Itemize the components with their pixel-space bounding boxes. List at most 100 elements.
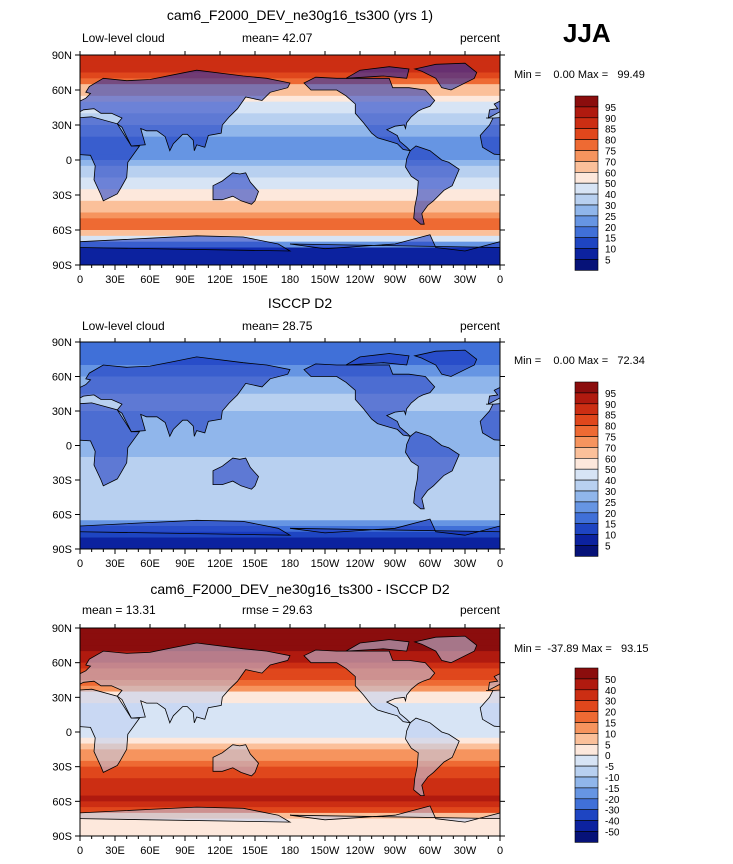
- continent-outline: [487, 673, 500, 692]
- zonal-band: [80, 726, 500, 733]
- panel-units-label: percent: [460, 31, 501, 45]
- zonal-band: [80, 177, 500, 184]
- zonal-band: [80, 824, 500, 831]
- zonal-band: [80, 160, 500, 167]
- zonal-band: [80, 218, 500, 225]
- colorbar-cell: [574, 95, 599, 108]
- colorbar-cell: [574, 523, 599, 535]
- zonal-band: [80, 662, 500, 670]
- colorbar-cell: [574, 248, 599, 260]
- continent-outline: [289, 805, 500, 823]
- y-tick-label: 60N: [52, 372, 72, 384]
- colorbar-cell: [574, 733, 599, 745]
- continent-outline: [0, 350, 57, 376]
- colorbar-cell: [574, 381, 599, 394]
- zonal-band: [80, 353, 500, 360]
- colorbar-tick-label: 25: [605, 212, 617, 223]
- zonal-band: [80, 703, 500, 710]
- colorbar-cell: [574, 237, 599, 249]
- continent-outline: [479, 403, 500, 441]
- zonal-band: [80, 755, 500, 762]
- x-tick-label: 30W: [454, 558, 477, 570]
- zonal-band: [80, 84, 500, 91]
- zonal-band: [80, 411, 500, 418]
- x-tick-label: 60E: [140, 845, 160, 857]
- zonal-band: [80, 365, 500, 372]
- zonal-band: [80, 697, 500, 704]
- continent-outline: [80, 356, 291, 438]
- colorbar-tick-label: -50: [605, 828, 620, 839]
- zonal-band: [80, 651, 500, 658]
- y-tick-label: 30N: [52, 120, 72, 132]
- colorbar-tick-label: 70: [605, 443, 617, 454]
- zonal-band: [80, 183, 500, 190]
- zonal-band: [80, 416, 500, 424]
- panel-minmax-label: Min = 0.00 Max = 72.34: [514, 355, 645, 367]
- x-tick-label: 30E: [105, 274, 125, 286]
- zonal-band: [80, 78, 500, 85]
- y-tick-label: 90S: [52, 544, 72, 556]
- field-layer: [0, 342, 500, 549]
- colorbar-cell: [574, 436, 599, 448]
- zonal-band: [80, 165, 500, 173]
- zonal-band: [80, 388, 500, 395]
- x-tick-label: 90W: [384, 845, 407, 857]
- continent-outline: [345, 353, 410, 366]
- colorbar-cell: [574, 161, 599, 173]
- continent-outline: [303, 649, 436, 724]
- x-tick-label: 0: [77, 558, 83, 570]
- zonal-band: [80, 760, 500, 768]
- zonal-band: [80, 206, 500, 214]
- colorbar-tick-label: 30: [605, 487, 617, 498]
- colorbar-cell: [574, 711, 599, 723]
- continent-outline: [345, 66, 410, 79]
- x-tick-label: 150W: [311, 558, 340, 570]
- zonal-band: [80, 520, 500, 527]
- continent-outline: [405, 145, 460, 225]
- colorbar-tick-label: 20: [605, 509, 617, 520]
- colorbar-cell: [574, 139, 599, 151]
- y-tick-label: 90N: [52, 623, 72, 635]
- colorbar-tick-label: 85: [605, 125, 617, 136]
- continent-outline: [80, 235, 292, 252]
- panel-mid-label: rmse = 29.63: [242, 603, 313, 617]
- x-tick-label: 120W: [346, 845, 375, 857]
- continent-outline: [413, 635, 478, 664]
- zonal-band: [80, 359, 500, 366]
- zonal-band: [80, 253, 500, 260]
- panel-title: ISCCP D2: [268, 295, 333, 311]
- y-tick-label: 30S: [52, 762, 72, 774]
- zonal-band: [80, 784, 500, 791]
- colorbar-cell: [574, 403, 599, 415]
- colorbar-cell: [574, 700, 599, 712]
- colorbar-tick-label: 60: [605, 454, 617, 465]
- continent-outline: [80, 116, 141, 202]
- colorbar-cell: [574, 414, 599, 426]
- x-tick-label: 30W: [454, 274, 477, 286]
- colorbar-cell: [574, 215, 599, 228]
- colorbar-cell: [574, 787, 599, 800]
- zonal-band: [80, 445, 500, 452]
- zonal-band: [80, 795, 500, 802]
- x-tick-label: 30E: [105, 845, 125, 857]
- x-tick-label: 180: [281, 558, 299, 570]
- zonal-band: [80, 497, 500, 504]
- zonal-band: [80, 732, 500, 739]
- colorbar-tick-label: 30: [605, 697, 617, 708]
- zonal-band: [80, 95, 500, 103]
- zonal-band: [80, 55, 500, 62]
- zonal-band: [80, 189, 500, 196]
- zonal-band: [80, 405, 500, 412]
- zonal-band: [80, 224, 500, 231]
- colorbar-tick-label: 90: [605, 400, 617, 411]
- y-tick-label: 60N: [52, 85, 72, 97]
- zonal-band: [80, 235, 500, 243]
- zonal-band: [80, 370, 500, 378]
- colorbar-cell: [574, 512, 599, 524]
- colorbar-tick-label: 95: [605, 103, 617, 114]
- zonal-band: [80, 451, 500, 458]
- colorbar-tick-label: 10: [605, 531, 617, 542]
- panel-left-label: Low-level cloud: [82, 31, 165, 45]
- zonal-band: [80, 399, 500, 406]
- colorbar-tick-label: 70: [605, 157, 617, 168]
